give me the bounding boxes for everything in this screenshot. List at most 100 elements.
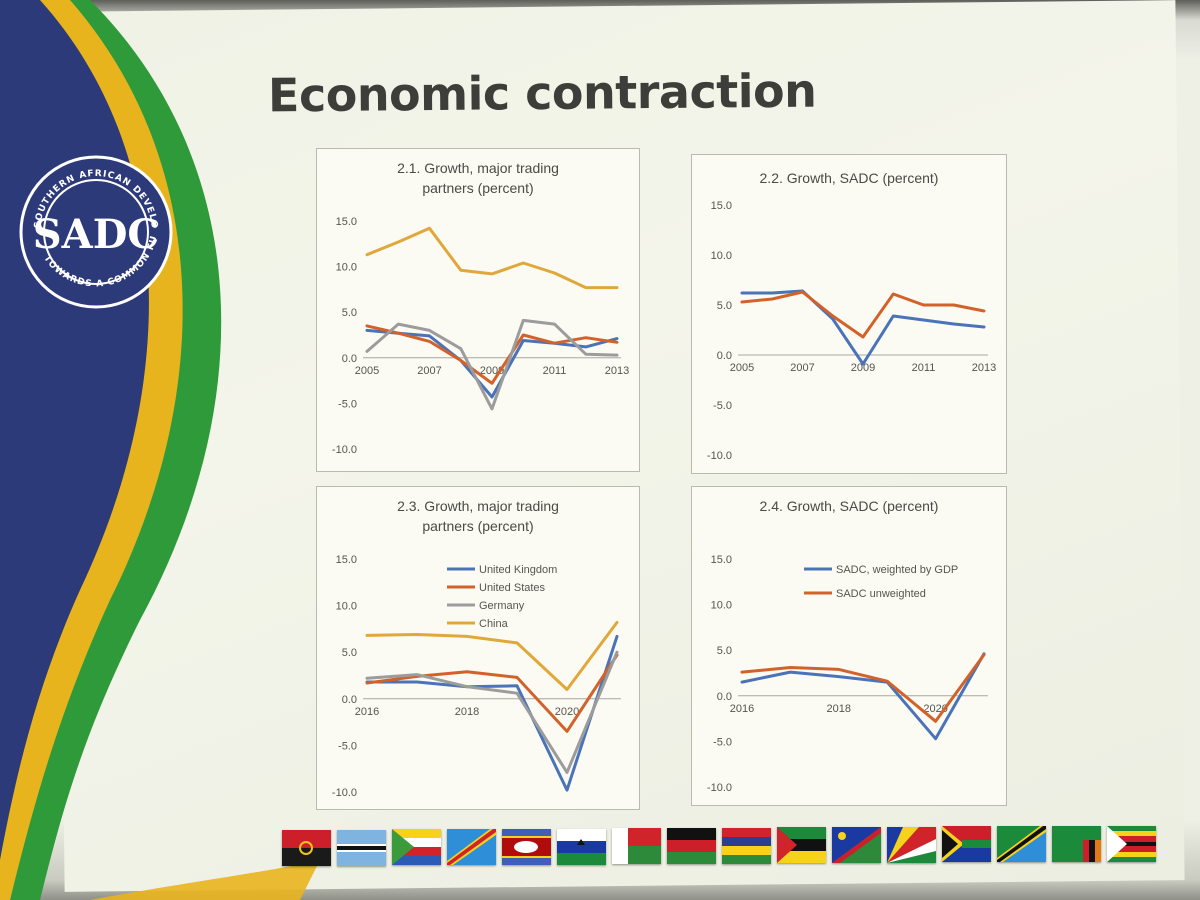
series-line-series-1 bbox=[740, 290, 986, 339]
data-point bbox=[566, 789, 568, 791]
chart-2-4: 2.4. Growth, SADC (percent) 15.0 10.0 5.0 0.… bbox=[691, 486, 1007, 806]
chart-2-4-svg: 2.4. Growth, SADC (percent) 15.0 10.0 5.0 0.… bbox=[707, 498, 988, 794]
data-point bbox=[983, 653, 985, 656]
data-point bbox=[566, 688, 568, 691]
legend-label: United Kingdom bbox=[479, 564, 557, 576]
data-point bbox=[789, 671, 792, 673]
data-point bbox=[892, 293, 895, 295]
data-point bbox=[892, 315, 895, 317]
data-point bbox=[584, 353, 587, 355]
data-point bbox=[366, 350, 368, 353]
data-point bbox=[553, 272, 556, 274]
y-tick-label: 0.0 bbox=[717, 691, 732, 703]
x-tick-label: 2005 bbox=[355, 365, 379, 377]
chart-2-3-svg: 2.3. Growth, major trading partners (perc… bbox=[332, 498, 621, 799]
chart-title-line: 2.2. Growth, SADC (percent) bbox=[760, 170, 939, 186]
data-point bbox=[491, 408, 493, 410]
data-point bbox=[553, 342, 556, 345]
y-tick-label: -10.0 bbox=[332, 787, 357, 799]
legend-label: SADC unweighted bbox=[836, 588, 926, 600]
data-point bbox=[616, 621, 618, 624]
chart-title-line: 2.1. Growth, major trading bbox=[397, 160, 559, 176]
data-point bbox=[952, 304, 955, 306]
y-tick-label: -5.0 bbox=[338, 398, 357, 410]
data-point bbox=[616, 635, 618, 638]
data-point bbox=[886, 680, 888, 683]
data-point bbox=[616, 286, 618, 289]
series-line-sadc-unweighted bbox=[740, 653, 986, 723]
data-point bbox=[952, 323, 955, 325]
logo-mark: SADC bbox=[33, 211, 159, 258]
y-tick-label: 5.0 bbox=[342, 307, 357, 319]
zambia-flag-icon bbox=[1052, 825, 1101, 862]
data-point bbox=[741, 292, 743, 294]
data-point bbox=[491, 382, 493, 385]
seychelles-flag-icon bbox=[887, 826, 936, 863]
data-point bbox=[466, 670, 468, 673]
legend-label: Germany bbox=[479, 600, 525, 612]
data-point bbox=[616, 337, 618, 340]
data-point bbox=[616, 354, 618, 356]
y-tick-label: -5.0 bbox=[338, 740, 357, 752]
data-point bbox=[416, 633, 418, 636]
y-tick-label: -10.0 bbox=[332, 444, 357, 456]
botswana-flag-icon bbox=[337, 829, 386, 866]
comoros-flag-icon bbox=[392, 829, 441, 866]
y-tick-label: 0.0 bbox=[342, 353, 357, 365]
data-point bbox=[862, 363, 864, 365]
eswatini-flag-icon bbox=[502, 828, 551, 865]
data-point bbox=[366, 634, 368, 637]
y-tick-label: -5.0 bbox=[713, 400, 732, 412]
data-point bbox=[922, 304, 925, 306]
x-tick-label: 2007 bbox=[790, 362, 814, 374]
y-tick-label: 0.0 bbox=[717, 350, 732, 362]
data-point bbox=[584, 346, 587, 348]
y-tick-label: -5.0 bbox=[713, 736, 732, 748]
data-point bbox=[801, 291, 804, 293]
data-point bbox=[366, 682, 368, 684]
data-point bbox=[366, 253, 368, 256]
y-tick-label: 15.0 bbox=[711, 200, 732, 212]
x-tick-label: 2009 bbox=[851, 362, 875, 374]
data-point bbox=[428, 335, 431, 337]
x-tick-label: 2005 bbox=[730, 362, 754, 374]
madagascar-flag-icon bbox=[612, 828, 661, 865]
data-point bbox=[397, 332, 400, 334]
data-point bbox=[516, 642, 518, 644]
data-point bbox=[741, 681, 743, 683]
chart-2-2: 2.2. Growth, SADC (percent) 15.0 10.0 5.0 0.… bbox=[691, 154, 1007, 474]
y-tick-label: 5.0 bbox=[717, 300, 732, 312]
data-point bbox=[584, 286, 587, 289]
data-point bbox=[459, 269, 462, 272]
x-tick-label: 2020 bbox=[555, 706, 579, 718]
data-point bbox=[366, 329, 368, 332]
x-tick-label: 2016 bbox=[355, 706, 379, 718]
slide-title: Economic contraction bbox=[267, 63, 817, 123]
data-point bbox=[566, 771, 568, 774]
chart-2-1-svg: 2.1. Growth, major trading partners (perc… bbox=[332, 160, 629, 456]
data-point bbox=[838, 668, 840, 671]
y-tick-label: 15.0 bbox=[336, 216, 357, 228]
data-point bbox=[616, 651, 618, 653]
data-point bbox=[516, 684, 518, 687]
data-point bbox=[522, 262, 525, 264]
data-point bbox=[934, 720, 937, 723]
y-tick-label: 0.0 bbox=[342, 694, 357, 706]
data-point bbox=[983, 326, 985, 328]
data-point bbox=[416, 681, 418, 683]
data-point bbox=[934, 737, 937, 740]
tanzania-flag-icon bbox=[997, 826, 1046, 863]
data-point bbox=[741, 671, 743, 673]
y-tick-label: 5.0 bbox=[342, 647, 357, 659]
data-point bbox=[428, 227, 431, 230]
data-point bbox=[366, 677, 368, 680]
south-africa-flag-icon bbox=[942, 826, 991, 863]
data-point bbox=[522, 339, 525, 342]
data-point bbox=[491, 396, 493, 398]
y-tick-label: 10.0 bbox=[336, 601, 357, 613]
x-tick-label: 2011 bbox=[912, 362, 936, 374]
data-point bbox=[831, 315, 834, 317]
angola-flag-icon bbox=[282, 830, 331, 866]
